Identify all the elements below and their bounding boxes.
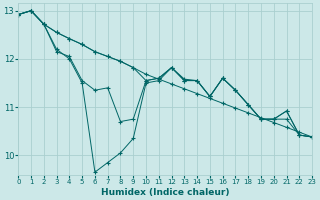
X-axis label: Humidex (Indice chaleur): Humidex (Indice chaleur) [101, 188, 229, 197]
